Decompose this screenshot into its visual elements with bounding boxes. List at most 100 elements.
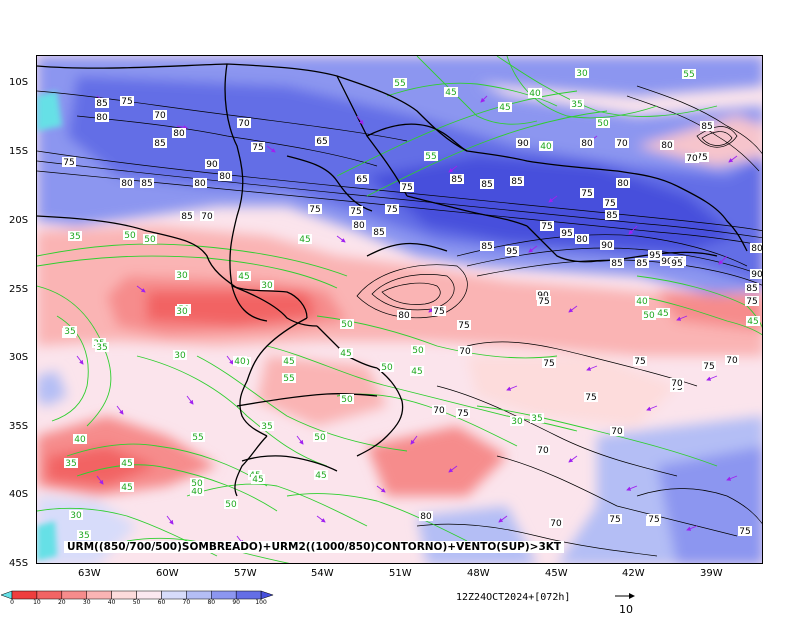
green-contour-label-background	[498, 102, 512, 112]
green-contour-label: 40	[191, 487, 203, 497]
longitude-label: 39W	[700, 568, 723, 579]
black-contour-label: 80	[173, 129, 185, 139]
black-contour-label: 70	[433, 406, 445, 416]
green-contour-label: 45	[499, 103, 510, 113]
green-contour-label: 45	[299, 235, 310, 245]
black-contour-label-background	[385, 204, 399, 214]
green-contour-label-background	[313, 432, 327, 442]
black-contour-label: 90	[601, 241, 613, 251]
black-contour-label: 70	[537, 446, 549, 456]
green-contour-label: 30	[70, 511, 82, 521]
green-contour-label-background	[173, 350, 187, 360]
green-contour-label: 40	[74, 435, 86, 445]
green-contour-label: 45	[411, 367, 422, 377]
green-contour-label: 55	[683, 70, 694, 80]
latitude-label: 30S	[9, 352, 29, 363]
longitude-label: 54W	[311, 568, 334, 579]
green-contour-label: 30	[174, 351, 186, 361]
black-contour-label-background	[670, 258, 684, 268]
black-contour-label-background	[660, 140, 674, 150]
black-contour-label: 80	[121, 179, 133, 189]
black-contour-label: 85	[154, 139, 165, 149]
green-contour-label-background	[64, 458, 78, 468]
latitude-label: 10S	[9, 77, 29, 88]
black-contour-label: 65	[356, 175, 367, 185]
green-contour-label: 35	[64, 327, 75, 337]
black-contour-label: 80	[661, 141, 673, 151]
latitude-label: 25S	[9, 284, 29, 295]
green-contour-label-background	[120, 482, 134, 492]
black-contour-label-background	[458, 346, 472, 356]
black-contour-label: 80	[576, 235, 588, 245]
black-contour-label: 85	[606, 211, 617, 221]
green-contour-label: 35	[96, 343, 107, 353]
black-contour-label-background	[120, 178, 134, 188]
black-contour-label: 85	[611, 259, 622, 269]
green-contour-label-background	[393, 78, 407, 88]
green-contour-label: 45	[283, 357, 294, 367]
black-contour-labels: 85 75 80 70 80 70 85 75 65 90 80 75 80 85 80 75 85 70 65 75…	[62, 96, 763, 537]
green-contour-label: 40	[636, 297, 648, 307]
green-contour-label: 45	[252, 475, 263, 485]
black-contour-label-background	[62, 157, 76, 167]
black-contour-label-background	[432, 405, 446, 415]
colorbar-segment	[36, 590, 63, 600]
humidity-shading	[37, 56, 762, 563]
black-contour-label-background	[120, 96, 134, 106]
black-contour-label-background	[315, 136, 329, 146]
black-contour-label: 90	[751, 270, 763, 280]
black-contour-label-background	[153, 110, 167, 120]
black-contour-label: 85	[451, 175, 462, 185]
green-contour-label: 50	[597, 119, 609, 129]
colorbar-segment	[111, 590, 137, 600]
black-contour-label-background	[648, 250, 662, 260]
green-contour-label: 50	[381, 363, 393, 373]
black-contour-label-background	[635, 258, 649, 268]
green-contour-label-background	[444, 87, 458, 97]
green-contour-label-background	[539, 141, 553, 151]
black-contour-label-background	[536, 290, 550, 300]
black-contour-label-background	[750, 269, 762, 279]
black-contour-label-background	[603, 198, 617, 208]
black-contour-label: 85	[373, 228, 384, 238]
black-contour-label-background	[549, 518, 563, 528]
green-contour-label: 40	[529, 89, 541, 99]
colorbar-tick-label: 40	[107, 599, 116, 606]
black-contour-label: 95	[649, 251, 660, 261]
black-contour-label-background	[725, 355, 739, 365]
black-contour-label: 75	[401, 183, 412, 193]
black-contour-label: 75	[350, 207, 361, 217]
green-contour-label: 45	[657, 309, 668, 319]
black-contour-label-background	[456, 408, 470, 418]
green-contour-label-background	[596, 118, 610, 128]
black-contour-label-background	[480, 179, 494, 189]
black-contour-label: 75	[604, 199, 615, 209]
green-contour-label: 35	[571, 100, 582, 110]
black-contour-label: 70	[238, 119, 250, 129]
colorbar-tick-label: 60	[157, 599, 166, 606]
green-contour-label: 35	[65, 459, 76, 469]
green-contour-label: 50	[412, 346, 424, 356]
longitude-label: 60W	[156, 568, 179, 579]
black-contour-label-background	[633, 356, 647, 366]
black-contour-label: 75	[63, 158, 74, 168]
colorbar-tick-label: 80	[207, 599, 216, 606]
green-contour-label: 55	[394, 79, 405, 89]
black-contour-label: 90	[661, 257, 673, 267]
green-contour-label-background	[120, 458, 134, 468]
black-contour-label: 65	[316, 137, 327, 147]
green-contour-label: 35	[531, 414, 542, 424]
green-contour-label-background	[260, 280, 274, 290]
black-contour-label: 80	[96, 113, 108, 123]
black-contour-label-background	[580, 138, 594, 148]
black-contour-label: 85	[96, 99, 107, 109]
black-contour-label: 75	[541, 222, 552, 232]
black-contour-label: 75	[609, 515, 620, 525]
black-contour-label-background	[660, 256, 674, 266]
black-contour-label-background	[397, 310, 411, 320]
black-contour-label-background	[95, 112, 109, 122]
colorbar-segment	[136, 590, 162, 600]
green-contour-label: 50	[225, 500, 237, 510]
green-contour-label-background	[339, 348, 353, 358]
green-contour-labels: 5530554045355545504030354550504530503530…	[62, 68, 760, 541]
